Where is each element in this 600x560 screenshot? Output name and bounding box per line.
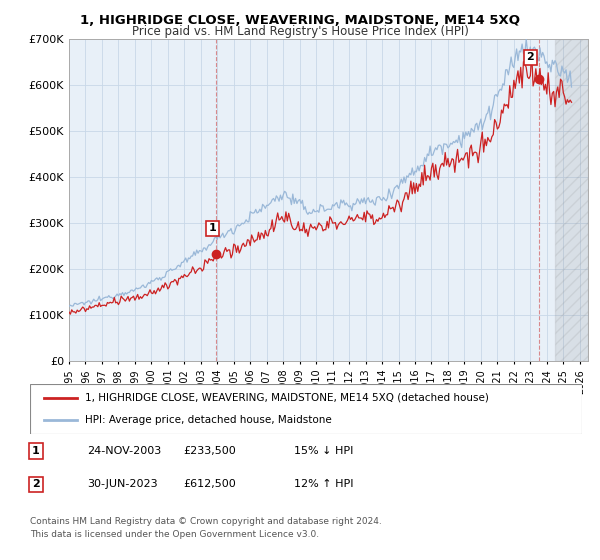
Text: 30-JUN-2023: 30-JUN-2023 [87, 479, 158, 489]
Text: 1: 1 [208, 223, 216, 234]
Text: 1, HIGHRIDGE CLOSE, WEAVERING, MAIDSTONE, ME14 5XQ: 1, HIGHRIDGE CLOSE, WEAVERING, MAIDSTONE… [80, 14, 520, 27]
Text: £612,500: £612,500 [183, 479, 236, 489]
Text: 24-NOV-2003: 24-NOV-2003 [87, 446, 161, 456]
Text: 1, HIGHRIDGE CLOSE, WEAVERING, MAIDSTONE, ME14 5XQ (detached house): 1, HIGHRIDGE CLOSE, WEAVERING, MAIDSTONE… [85, 393, 489, 403]
Text: This data is licensed under the Open Government Licence v3.0.: This data is licensed under the Open Gov… [30, 530, 319, 539]
Text: £233,500: £233,500 [183, 446, 236, 456]
Text: 2: 2 [32, 479, 40, 489]
Text: 2: 2 [526, 53, 534, 62]
Text: Price paid vs. HM Land Registry's House Price Index (HPI): Price paid vs. HM Land Registry's House … [131, 25, 469, 38]
Bar [555, 39, 588, 361]
Text: 15% ↓ HPI: 15% ↓ HPI [294, 446, 353, 456]
Text: Contains HM Land Registry data © Crown copyright and database right 2024.: Contains HM Land Registry data © Crown c… [30, 517, 382, 526]
Text: 1: 1 [32, 446, 40, 456]
FancyBboxPatch shape [30, 384, 582, 434]
Text: HPI: Average price, detached house, Maidstone: HPI: Average price, detached house, Maid… [85, 415, 332, 425]
Text: 12% ↑ HPI: 12% ↑ HPI [294, 479, 353, 489]
